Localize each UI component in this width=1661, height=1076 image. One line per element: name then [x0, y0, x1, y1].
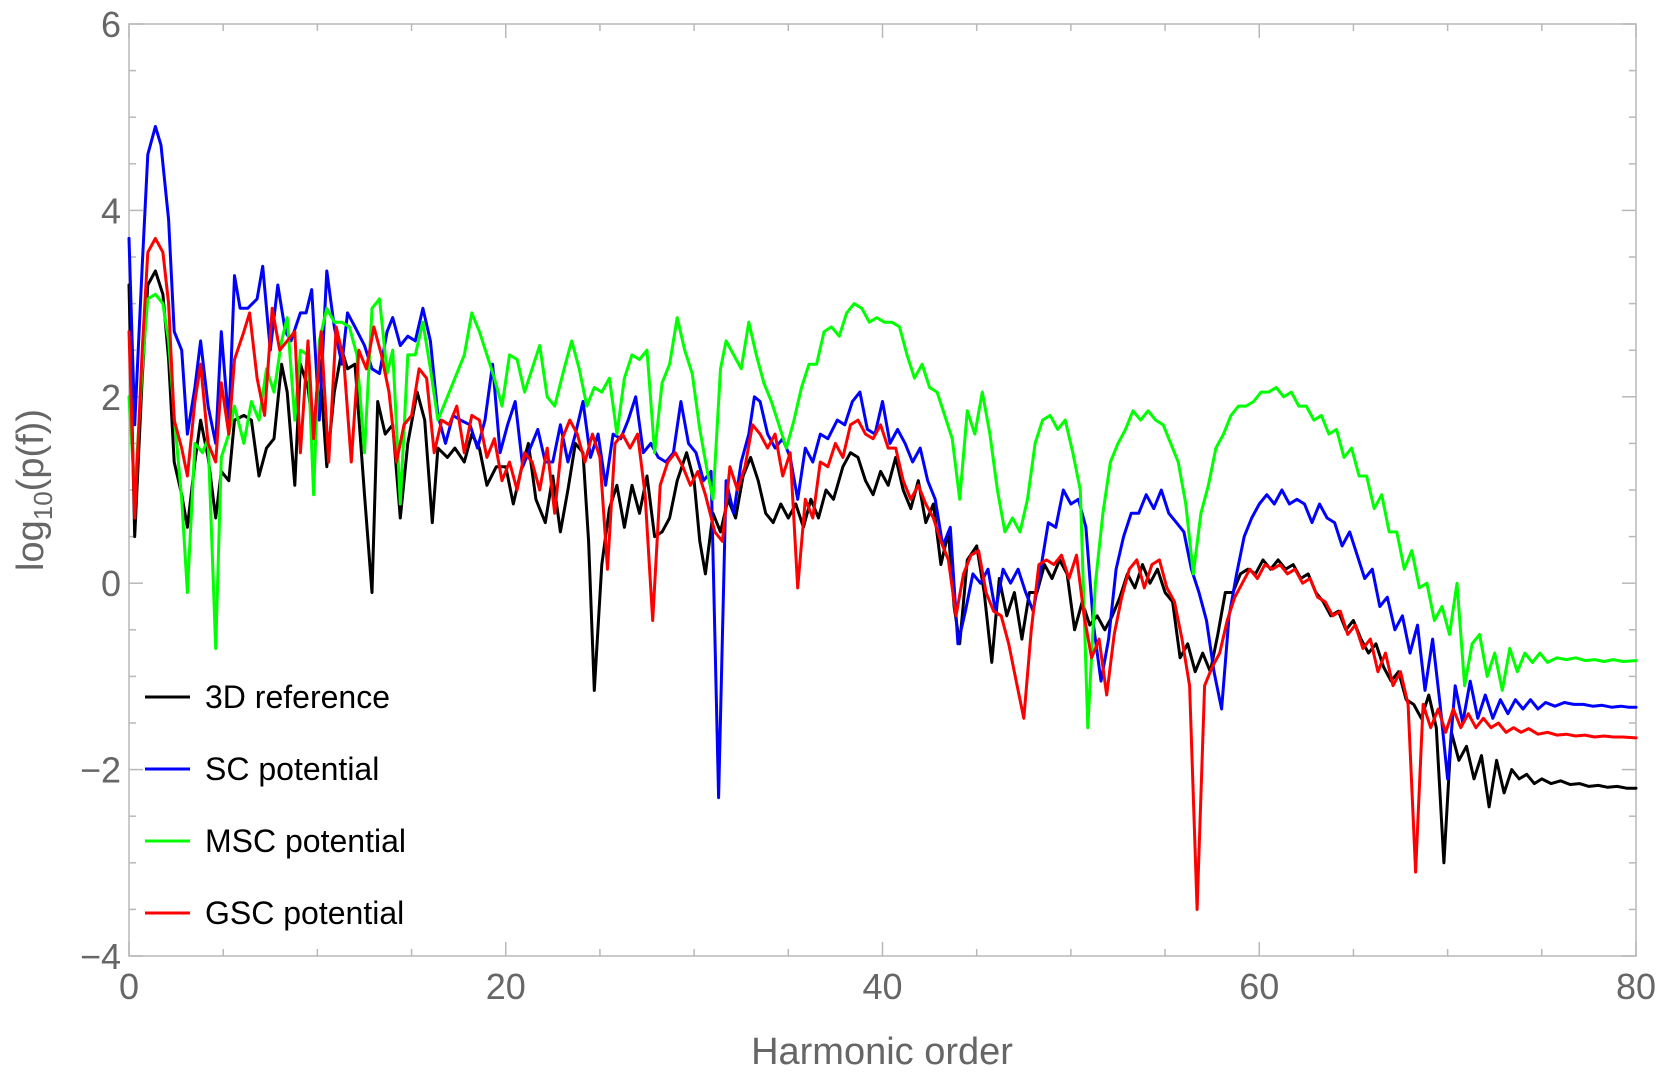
- series-line-gsc-potential: [127, 236, 1638, 911]
- y-axis-title: log10(p(f)): [10, 409, 58, 571]
- x-tick-label: 0: [119, 966, 139, 1007]
- y-tick-label: 2: [101, 377, 121, 418]
- y-tick-labels: −4 −2 0 2 4 6: [80, 4, 121, 977]
- y-axis-title-subscript: 10: [28, 491, 58, 520]
- series-line-sc-potential: [127, 125, 1638, 800]
- x-tick-label: 20: [486, 966, 526, 1007]
- y-tick-label: 4: [101, 190, 121, 231]
- axis-ticks: [128, 23, 1637, 957]
- x-tick-label: 60: [1239, 966, 1279, 1007]
- y-tick-label: 6: [101, 4, 121, 45]
- legend-label: MSC potential: [205, 823, 406, 859]
- legend-label: SC potential: [205, 751, 379, 787]
- x-axis-title: Harmonic order: [751, 1031, 1013, 1073]
- legend: 3D reference SC potential MSC potential GSC…: [145, 679, 406, 931]
- x-tick-label: 80: [1616, 966, 1656, 1007]
- y-tick-label: −4: [80, 936, 121, 977]
- y-tick-label: −2: [80, 750, 121, 791]
- series-line-3d-reference: [127, 269, 1638, 865]
- y-axis-title-tail: (p(f)): [10, 409, 52, 491]
- y-axis-title-base: log: [10, 520, 52, 571]
- legend-label: 3D reference: [205, 679, 390, 715]
- series-layer: [127, 125, 1638, 911]
- x-tick-label: 40: [862, 966, 902, 1007]
- x-tick-labels: 0 20 40 60 80: [119, 966, 1656, 1007]
- legend-label: GSC potential: [205, 895, 404, 931]
- series-line-msc-potential: [127, 292, 1638, 730]
- plot-frame: [128, 23, 1637, 957]
- y-tick-label: 0: [101, 563, 121, 604]
